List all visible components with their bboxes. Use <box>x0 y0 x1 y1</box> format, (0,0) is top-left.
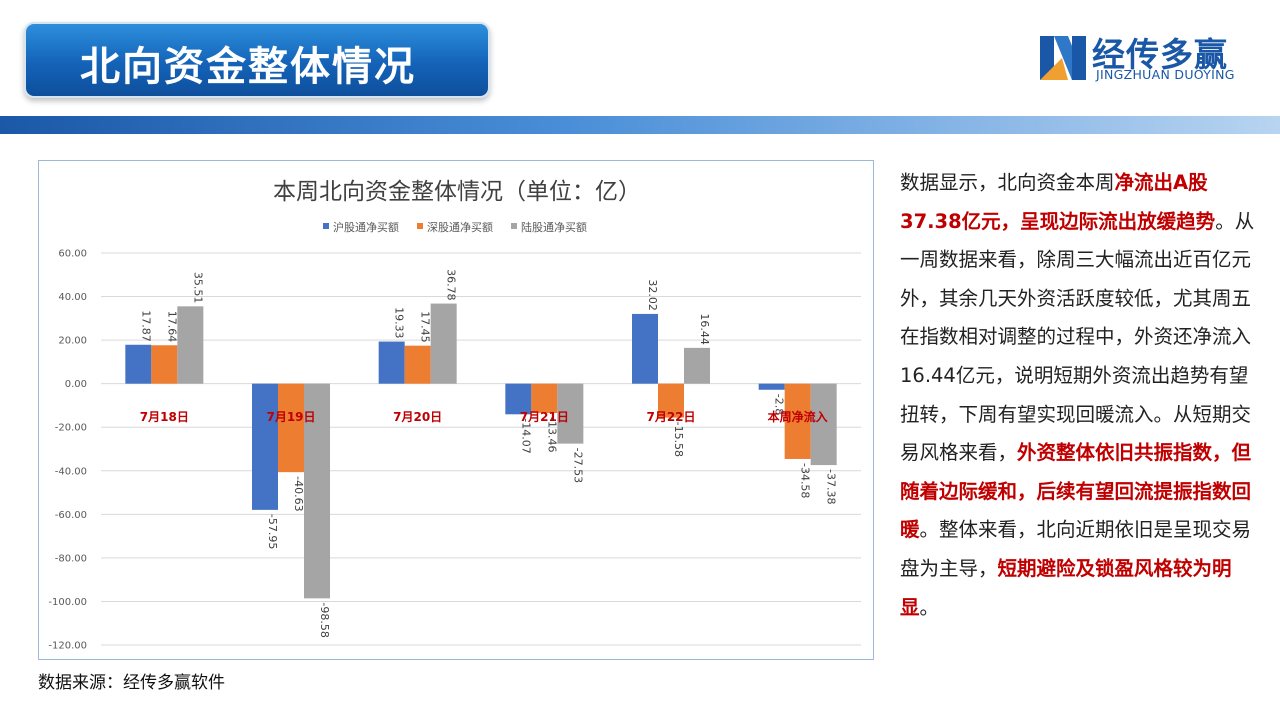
legend-entry: 陆股通净买额 <box>521 220 587 234</box>
bar <box>557 383 584 444</box>
y-tick-label: 0.00 <box>65 379 87 390</box>
data-label: -37.38 <box>825 469 838 504</box>
y-tick-label: -20.00 <box>55 423 87 434</box>
y-tick-label: -80.00 <box>55 553 87 564</box>
chart-panel: 本周北向资金整体情况（单位：亿） 沪股通净买额 深股通净买额 陆股通净买额 60.0… <box>38 160 874 660</box>
bar-chart: 本周北向资金整体情况（单位：亿） 沪股通净买额 深股通净买额 陆股通净买额 60.0… <box>48 179 861 652</box>
bar <box>378 341 405 384</box>
page-title: 北向资金整体情况 <box>80 44 416 90</box>
data-label: 17.45 <box>419 311 432 343</box>
y-tick-label: -100.00 <box>48 597 87 608</box>
category-label: 7月21日 <box>520 410 569 424</box>
data-label: -34.58 <box>799 463 812 498</box>
bar <box>684 347 710 384</box>
logo-text-cn: 经传多赢 <box>1092 35 1228 74</box>
chart-gridlines: 60.00 40.00 20.00 0.00 -20.00 -40.00 -60.00 -80… <box>48 249 861 652</box>
y-tick-label: 60.00 <box>58 249 87 260</box>
logo-mark-icon <box>1040 36 1086 80</box>
body-text: 。 <box>919 595 940 619</box>
legend-swatch <box>417 223 423 229</box>
legend-swatch <box>511 223 517 229</box>
category-label: 7月22日 <box>646 410 695 424</box>
bar <box>505 383 532 415</box>
category-label: 7月19日 <box>266 410 315 424</box>
legend-entry: 沪股通净买额 <box>333 220 399 234</box>
category-label: 7月18日 <box>140 410 189 424</box>
header-divider-bar <box>0 116 1280 134</box>
body-text: 数据显示，北向资金本周 <box>900 171 1115 194</box>
bar <box>430 303 457 384</box>
data-label: 32.02 <box>646 279 659 311</box>
body-text: 。从一周数据来看，除周三大幅流出近百亿元外，其余几天外资活跃度较低，尤其周五在指… <box>900 209 1255 465</box>
highlight-text: 外资整体依旧共振指数，但随着边际缓和，后续有望回流提振指数回暖 <box>900 441 1252 542</box>
data-label: -15.58 <box>672 422 685 457</box>
category-label: 7月20日 <box>393 410 442 424</box>
y-tick-label: -120.00 <box>48 641 87 652</box>
bar <box>125 344 152 384</box>
data-label: -13.46 <box>545 417 558 452</box>
chart-data-labels: 17.87 17.64 35.51 -57.95 -40.63 -98.58 19.33 17… <box>139 269 837 638</box>
category-label: 本周净流入 <box>768 409 828 424</box>
data-label: 35.51 <box>191 272 204 304</box>
data-label: 16.44 <box>698 313 711 345</box>
chart-legend: 沪股通净买额 深股通净买额 陆股通净买额 <box>323 220 587 234</box>
data-label: -40.63 <box>292 476 305 511</box>
bar <box>632 313 658 384</box>
legend-swatch <box>323 223 329 229</box>
highlight-text: 净流出A股37.38亿元，呈现边际流出放缓趋势 <box>900 171 1216 233</box>
analysis-text: 数据显示，北向资金本周净流出A股37.38亿元，呈现边际流出放缓趋势。从一周数据… <box>900 164 1260 627</box>
data-label: -27.53 <box>571 448 584 483</box>
legend-entry: 深股通净买额 <box>427 220 493 234</box>
bar <box>531 383 558 413</box>
chart-category-labels: 7月18日 7月19日 7月20日 7月21日 7月22日 本周净流入 <box>140 409 828 424</box>
data-label: -14.07 <box>519 418 532 453</box>
bar <box>304 383 330 599</box>
chart-title: 本周北向资金整体情况（单位：亿） <box>273 179 641 205</box>
bar <box>151 345 178 384</box>
data-label: -98.58 <box>318 602 331 637</box>
y-tick-label: -40.00 <box>55 466 87 477</box>
bar <box>758 383 785 390</box>
bar <box>404 345 431 384</box>
logo-text-en: JINGZHUAN DUOYING <box>1096 67 1235 82</box>
body-text: 。整体来看，北向近期依旧是呈现交易盘为主导， <box>900 518 1252 580</box>
logo: 经传多赢 JINGZHUAN DUOYING <box>1040 30 1270 86</box>
data-label: 19.33 <box>393 307 406 339</box>
bar <box>658 383 684 418</box>
highlight-text: 短期避险及锁盈风格较为明显 <box>900 556 1232 619</box>
y-tick-label: 40.00 <box>58 292 87 303</box>
bar <box>810 383 837 466</box>
data-label: -57.95 <box>266 514 279 549</box>
data-label: 36.78 <box>445 269 458 301</box>
bar <box>784 383 811 459</box>
data-label: 17.87 <box>139 310 152 342</box>
bar <box>252 383 278 510</box>
bar <box>177 306 204 384</box>
data-label: 17.64 <box>165 311 178 343</box>
data-source-note: 数据来源：经传多赢软件 <box>38 673 225 693</box>
bar <box>278 383 304 473</box>
chart-bars <box>125 303 837 599</box>
y-tick-label: 20.00 <box>58 336 87 347</box>
data-label: -2.8 <box>773 394 786 415</box>
title-banner: 北向资金整体情况 <box>24 22 490 98</box>
y-tick-label: -60.00 <box>55 510 87 521</box>
